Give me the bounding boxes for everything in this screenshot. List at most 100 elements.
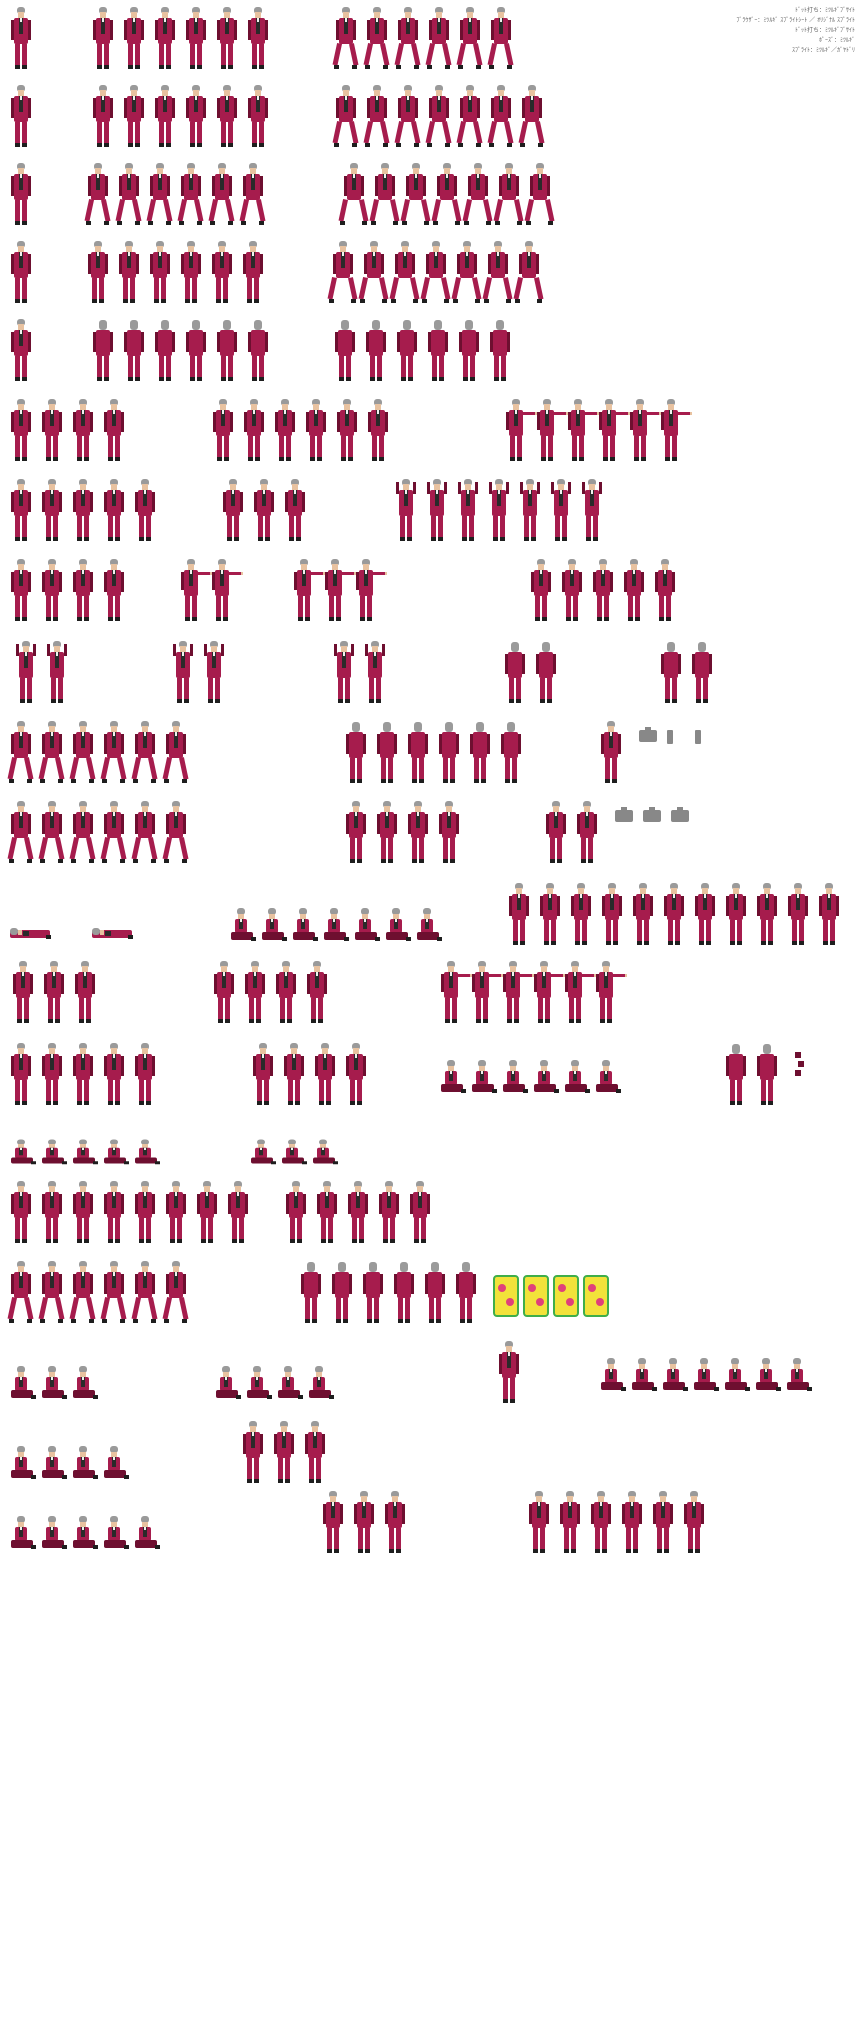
suitcase-prop — [493, 1275, 519, 1317]
sprite-frame — [565, 961, 596, 1023]
sprite-frame — [441, 1060, 466, 1093]
sprite-row-shrug — [16, 641, 712, 703]
sprite-frame — [11, 7, 31, 69]
sprite-frame — [69, 1261, 96, 1323]
sprite-frame — [551, 479, 571, 541]
sprite-frame — [368, 399, 388, 461]
sprite-frame — [582, 479, 602, 541]
sprite-frame — [275, 399, 295, 461]
sprite-frame — [451, 241, 482, 303]
sprite-frame — [431, 163, 462, 225]
sprite-frame — [93, 320, 113, 381]
sprite-frame — [506, 399, 537, 461]
sprite-frame — [661, 642, 681, 703]
sprite-frame — [124, 85, 144, 147]
sprite-frame — [11, 1446, 36, 1479]
sprite-frame — [11, 85, 31, 147]
sprite-frame — [503, 961, 534, 1023]
sprite-row-objection-1 — [11, 399, 692, 461]
sprite-frame — [93, 7, 113, 69]
sprite-frame — [42, 1446, 67, 1479]
sprite-frame — [177, 163, 204, 225]
sprite-frame — [231, 908, 256, 941]
sprite-frame — [239, 163, 266, 225]
sprite-frame — [633, 883, 653, 945]
sprite-frame — [694, 1358, 719, 1391]
sprite-frame — [324, 908, 349, 941]
sprite-frame — [135, 479, 155, 541]
sprite-row-walk — [11, 163, 555, 225]
credit-line: ﾎﾟｰｽﾞ：ﾐﾂﾙｷﾞ — [818, 37, 855, 44]
sprite-frame — [363, 1262, 383, 1323]
sprite-frame — [216, 1366, 241, 1399]
sprite-frame — [44, 961, 64, 1023]
sprite-frame — [186, 7, 206, 69]
sprite-frame — [408, 801, 428, 863]
sprite-frame — [162, 801, 189, 863]
sprite-frame — [197, 1181, 217, 1243]
sprite-frame — [536, 642, 556, 703]
sprite-frame — [456, 85, 483, 147]
sprite-frame — [513, 241, 544, 303]
sprite-frame — [73, 1446, 98, 1479]
sprite-frame — [346, 1043, 366, 1105]
sprite-frame — [13, 961, 33, 1023]
credit-line: ﾄﾞｯﾄ打ち：ﾐﾂﾙｷﾞﾌﾞｻｲﾄ — [794, 27, 855, 34]
sprite-frame — [501, 722, 521, 783]
sprite-frame — [11, 319, 31, 381]
sprite-frame — [93, 85, 113, 147]
sprite-frame — [131, 1261, 158, 1323]
sprite-frame — [100, 721, 127, 783]
sprite-frame — [135, 1139, 160, 1165]
sprite-frame — [11, 399, 31, 461]
sprite-frame — [332, 7, 359, 69]
sprite-frame — [334, 641, 354, 703]
sprite-frame — [282, 1139, 307, 1165]
sprite-frame — [591, 1491, 611, 1553]
sprite-frame — [394, 1262, 414, 1323]
sprite-frame — [155, 7, 175, 69]
sprite-frame — [73, 1139, 98, 1165]
sprite-frame — [274, 1421, 294, 1483]
sprite-frame — [73, 1181, 93, 1243]
sprite-frame — [593, 559, 613, 621]
sprite-frame — [73, 479, 93, 541]
sprite-frame — [92, 928, 133, 939]
sprite-frame — [487, 85, 514, 147]
sprite-frame — [366, 320, 386, 381]
sprite-frame — [285, 479, 305, 541]
sprite-frame — [332, 1262, 352, 1323]
sprite-frame — [425, 1262, 445, 1323]
sprite-frame — [124, 320, 144, 381]
sprite-frame — [73, 559, 93, 621]
sprite-frame — [244, 399, 264, 461]
sprite-frame — [69, 721, 96, 783]
sprite-frame — [377, 801, 397, 863]
sprite-frame — [726, 1044, 746, 1105]
sprite-frame — [354, 1491, 374, 1553]
papers-prop — [795, 1052, 804, 1076]
sprite-frame — [47, 641, 67, 703]
sprite-frame — [100, 801, 127, 863]
sprite-frame — [253, 1043, 273, 1105]
sprite-frame — [10, 928, 51, 939]
sprite-frame — [325, 559, 356, 621]
sprite-frame — [186, 85, 206, 147]
sprite-frame — [7, 801, 34, 863]
sprite-frame — [313, 1139, 338, 1165]
sprite-frame — [394, 7, 421, 69]
sprite-frame — [540, 883, 560, 945]
sprite-frame — [358, 241, 389, 303]
sprite-frame — [42, 399, 62, 461]
sprite-frame — [363, 7, 390, 69]
sprite-frame — [11, 163, 31, 225]
sprite-row-fall — [10, 883, 839, 945]
sprite-frame — [663, 1358, 688, 1391]
sprite-frame — [462, 163, 493, 225]
sprite-frame — [301, 1262, 321, 1323]
sprite-frame — [278, 1366, 303, 1399]
sprite-frame — [73, 399, 93, 461]
sprite-frame — [217, 85, 237, 147]
sprite-frame — [337, 399, 357, 461]
sprite-frame — [534, 961, 565, 1023]
